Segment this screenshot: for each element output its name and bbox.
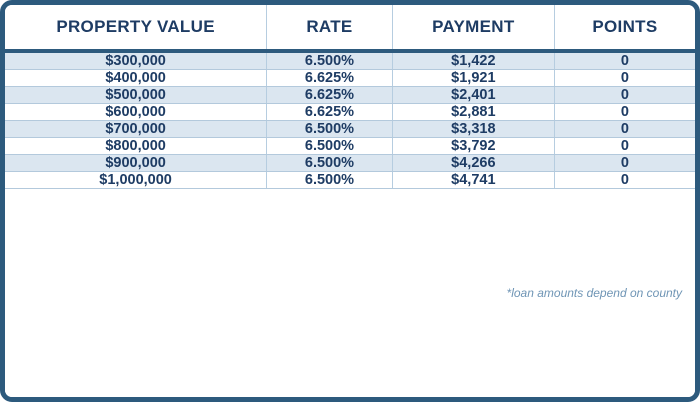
cell-property-value: $700,000: [5, 121, 268, 137]
cell-rate: 6.625%: [267, 87, 393, 103]
cell-property-value: $400,000: [5, 70, 268, 86]
cell-points: 0: [620, 104, 629, 120]
table-row: $400,000 6.625% $1,921 0: [5, 70, 695, 87]
table-row: $700,000 6.500% $3,318 0: [5, 121, 695, 138]
cell-property-value: $300,000: [5, 53, 268, 69]
cell-points: 0: [620, 155, 629, 171]
table-footer: *loan amounts depend on county: [5, 189, 695, 397]
column-header-payment: PAYMENT: [393, 5, 555, 49]
cell-rate: 6.500%: [267, 172, 393, 188]
cell-points: 0: [620, 138, 629, 154]
cell-property-value: $800,000: [5, 138, 268, 154]
cell-rate: 6.625%: [267, 70, 393, 86]
table-row: $800,000 6.500% $3,792 0: [5, 138, 695, 155]
table-row: $300,000 6.500% $1,422 0: [5, 53, 695, 70]
cell-points: 0: [620, 121, 629, 137]
table-row: $1,000,000 6.500% $4,741 0: [5, 172, 695, 189]
cell-payment: $1,422: [393, 53, 555, 69]
cell-payment: $2,401: [393, 87, 555, 103]
cell-payment: $3,792: [393, 138, 555, 154]
cell-points: 0: [620, 53, 629, 69]
cell-rate: 6.500%: [267, 155, 393, 171]
cell-rate: 6.500%: [267, 53, 393, 69]
cell-rate: 6.500%: [267, 121, 393, 137]
cell-rate: 6.500%: [267, 138, 393, 154]
footnote: *loan amounts depend on county: [506, 286, 682, 300]
cell-points: 0: [620, 87, 629, 103]
table-body: $300,000 6.500% $1,422 0 $400,000 6.625%…: [5, 53, 695, 189]
cell-payment: $4,266: [393, 155, 555, 171]
cell-payment: $3,318: [393, 121, 555, 137]
cell-property-value: $500,000: [5, 87, 268, 103]
cell-property-value: $900,000: [5, 155, 268, 171]
cell-property-value: $1,000,000: [5, 172, 268, 188]
table-row: $500,000 6.625% $2,401 0: [5, 87, 695, 104]
table-row: $900,000 6.500% $4,266 0: [5, 155, 695, 172]
table-header-row: PROPERTY VALUE RATE PAYMENT POINTS: [5, 5, 695, 53]
cell-property-value: $600,000: [5, 104, 268, 120]
column-header-points: POINTS: [592, 17, 658, 36]
cell-payment: $1,921: [393, 70, 555, 86]
cell-points: 0: [620, 172, 629, 188]
cell-rate: 6.625%: [267, 104, 393, 120]
cell-points: 0: [620, 70, 629, 86]
table-row: $600,000 6.625% $2,881 0: [5, 104, 695, 121]
column-header-property-value: PROPERTY VALUE: [5, 5, 268, 49]
cell-payment: $2,881: [393, 104, 555, 120]
column-header-rate: RATE: [267, 5, 393, 49]
cell-payment: $4,741: [393, 172, 555, 188]
